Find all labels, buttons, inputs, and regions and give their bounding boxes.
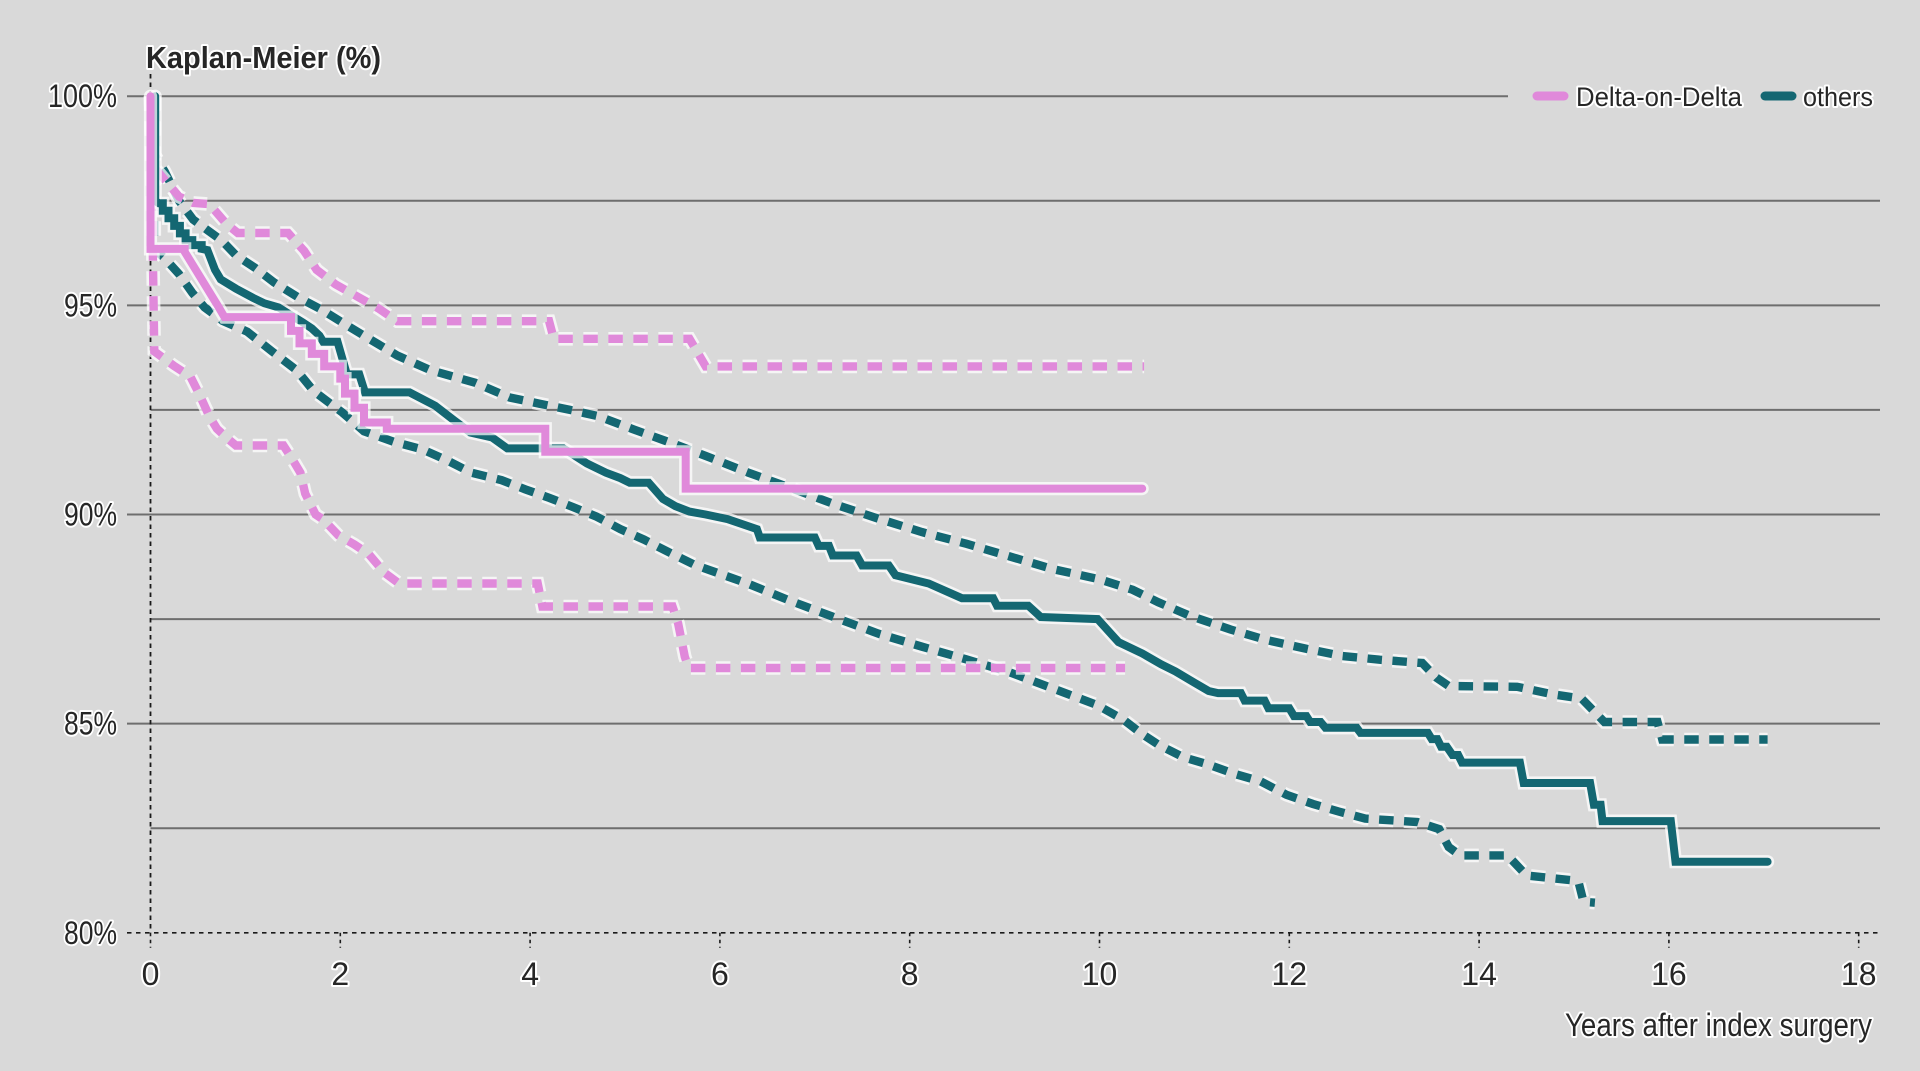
svg-text:others: others	[1803, 82, 1873, 112]
svg-text:12: 12	[1272, 956, 1308, 992]
svg-text:100%: 100%	[48, 78, 117, 114]
svg-text:14: 14	[1461, 956, 1497, 992]
svg-text:4: 4	[521, 956, 539, 992]
svg-text:8: 8	[901, 956, 919, 992]
svg-text:Delta-on-Delta: Delta-on-Delta	[1576, 82, 1743, 112]
svg-text:0: 0	[142, 956, 160, 992]
svg-text:80%: 80%	[64, 915, 117, 951]
svg-text:18: 18	[1841, 956, 1877, 992]
svg-text:90%: 90%	[64, 497, 117, 533]
svg-text:95%: 95%	[64, 287, 117, 323]
svg-text:16: 16	[1651, 956, 1687, 992]
svg-text:Years after index surgery: Years after index surgery	[1565, 1007, 1872, 1043]
svg-text:6: 6	[711, 956, 729, 992]
svg-text:85%: 85%	[64, 706, 117, 742]
svg-text:10: 10	[1082, 956, 1118, 992]
svg-text:Kaplan-Meier (%): Kaplan-Meier (%)	[146, 40, 381, 75]
svg-text:2: 2	[331, 956, 349, 992]
